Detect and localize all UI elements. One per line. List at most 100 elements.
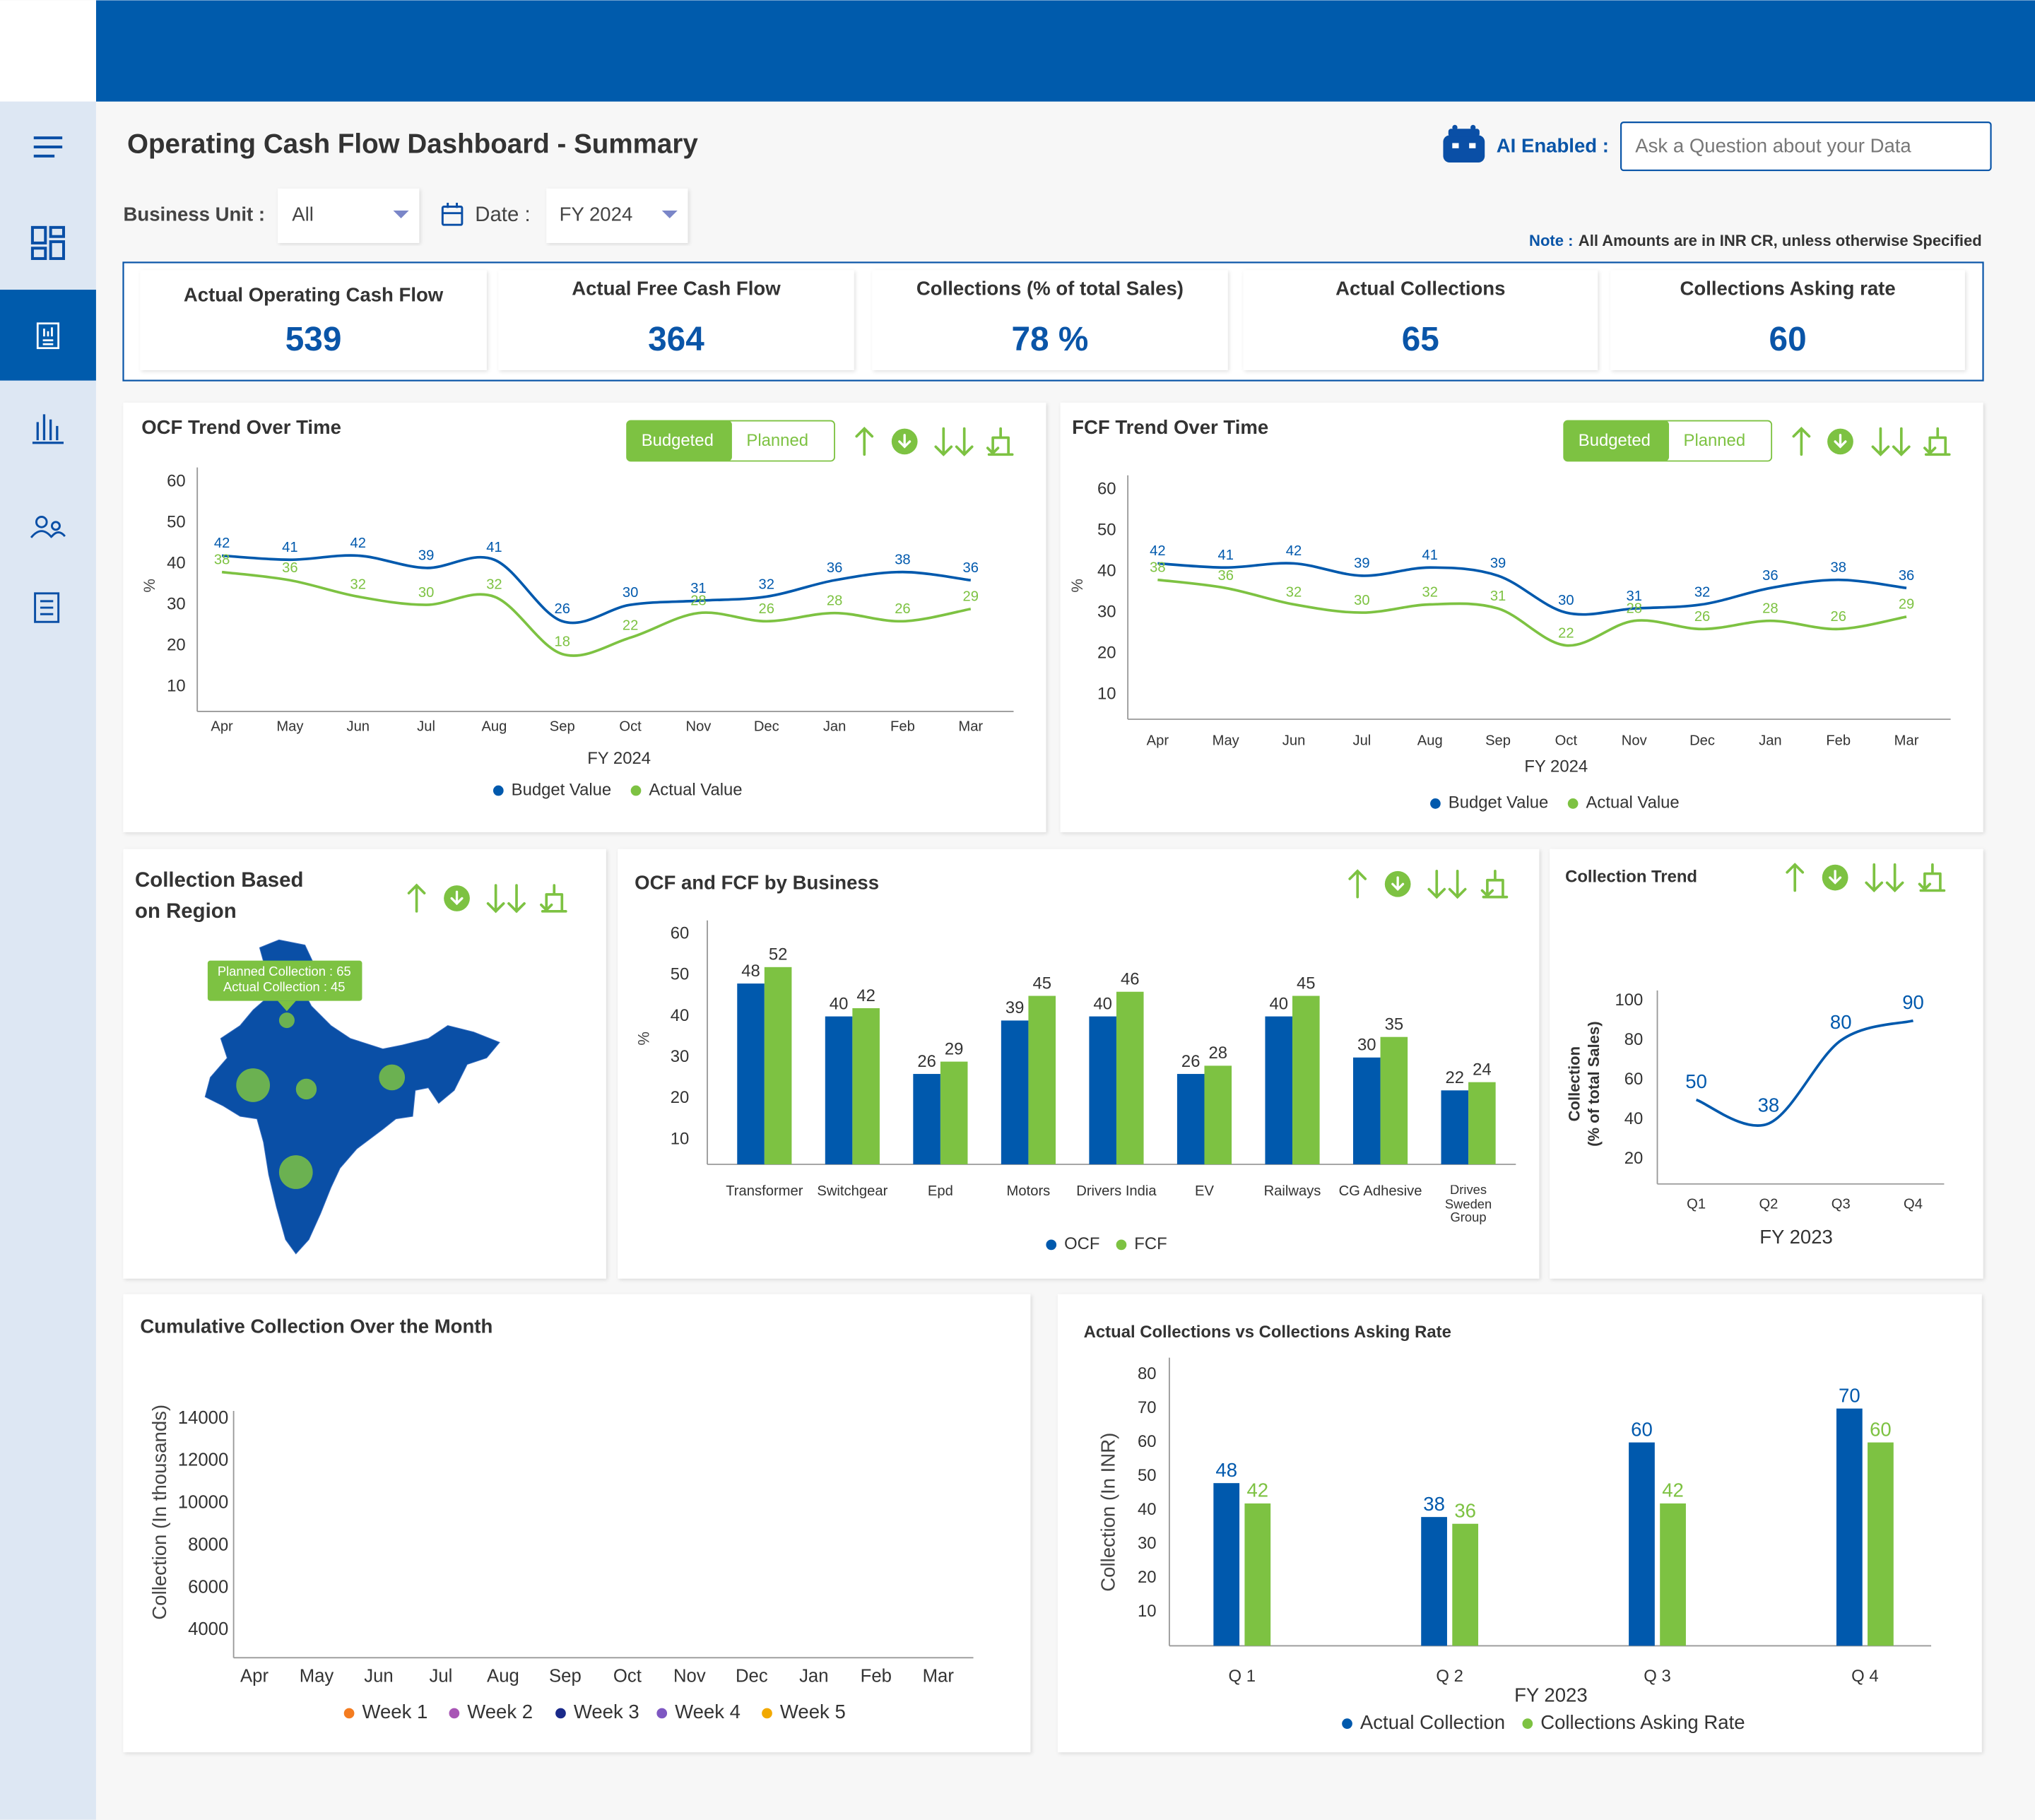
logo-area — [0, 0, 96, 102]
region-bubble[interactable] — [379, 1064, 406, 1091]
data-label: 45 — [1297, 974, 1316, 993]
bar[interactable] — [1452, 1523, 1479, 1646]
bar[interactable] — [913, 1074, 940, 1164]
bar[interactable] — [1292, 995, 1320, 1164]
legend-label[interactable]: Actual Value — [649, 780, 742, 799]
legend-swatch[interactable] — [656, 1708, 668, 1719]
legend-label[interactable]: Week 3 — [574, 1701, 639, 1722]
drill-up-icon[interactable] — [1792, 426, 1811, 456]
legend-label[interactable]: Budget Value — [1449, 793, 1549, 812]
data-label: 39 — [1005, 998, 1025, 1017]
bar[interactable] — [1380, 1036, 1408, 1164]
expand-all-icon[interactable] — [1865, 863, 1904, 893]
legend-label[interactable]: Week 2 — [467, 1701, 533, 1722]
dropdown-arrow[interactable] — [661, 211, 678, 219]
bar[interactable] — [1836, 1408, 1863, 1646]
expand-all-icon[interactable] — [1871, 427, 1911, 456]
region-bubble[interactable] — [278, 1155, 313, 1189]
bar[interactable] — [1441, 1090, 1469, 1164]
expand-all-icon[interactable] — [486, 884, 526, 914]
legend-swatch[interactable] — [1522, 1718, 1533, 1729]
data-label: 29 — [945, 1039, 964, 1058]
bar[interactable] — [737, 983, 765, 1164]
hierarchy-icon[interactable] — [1480, 870, 1509, 899]
bar[interactable] — [1001, 1020, 1029, 1164]
hierarchy-icon[interactable] — [986, 427, 1014, 456]
legend-label[interactable]: Week 4 — [675, 1701, 741, 1722]
bar-chart-icon[interactable] — [32, 414, 64, 444]
hierarchy-icon[interactable] — [540, 884, 567, 913]
legend-swatch[interactable] — [762, 1708, 772, 1719]
drill-up-icon[interactable] — [407, 883, 426, 913]
data-label: 38 — [895, 552, 910, 567]
page-title: Operating Cash Flow Dashboard - Summary — [127, 129, 698, 159]
legend-label[interactable]: Actual Collection — [1360, 1711, 1505, 1733]
hierarchy-icon[interactable] — [1923, 427, 1951, 456]
legend-label[interactable]: OCF — [1064, 1234, 1099, 1253]
legend-swatch[interactable] — [492, 785, 504, 796]
legend-label[interactable]: Budget Value — [512, 780, 612, 799]
bar[interactable] — [1116, 991, 1144, 1164]
legend-swatch[interactable] — [555, 1708, 566, 1719]
legend-swatch[interactable] — [1430, 798, 1441, 809]
bar[interactable] — [1468, 1082, 1496, 1164]
legend-swatch[interactable] — [1567, 798, 1579, 809]
dropdown-arrow[interactable] — [393, 211, 409, 219]
bar[interactable] — [1421, 1517, 1447, 1646]
bar[interactable] — [852, 1008, 880, 1164]
legend-label[interactable]: FCF — [1134, 1234, 1167, 1253]
dropdown-value[interactable]: All — [292, 203, 314, 225]
data-label: 42 — [1286, 543, 1302, 559]
legend-swatch[interactable] — [343, 1708, 355, 1719]
search-box[interactable] — [1620, 121, 1992, 172]
bar[interactable] — [1352, 1057, 1381, 1164]
bar[interactable] — [1660, 1503, 1686, 1646]
expand-all-icon[interactable] — [1427, 870, 1467, 899]
drill-up-icon[interactable] — [855, 426, 874, 456]
region-bubble[interactable] — [236, 1068, 271, 1102]
bar[interactable] — [940, 1061, 968, 1164]
dropdown[interactable] — [278, 188, 420, 243]
drill-up-icon[interactable] — [1786, 863, 1805, 892]
data-label: 30 — [623, 585, 638, 601]
bar[interactable] — [1213, 1483, 1240, 1646]
legend-swatch[interactable] — [449, 1708, 460, 1719]
legend-swatch[interactable] — [1342, 1718, 1352, 1729]
users-icon[interactable] — [30, 515, 66, 538]
bar[interactable] — [1176, 1074, 1205, 1164]
bar[interactable] — [1629, 1442, 1655, 1646]
bar[interactable] — [1028, 995, 1056, 1164]
legend-swatch[interactable] — [1046, 1239, 1057, 1251]
legend-swatch[interactable] — [630, 785, 642, 796]
legend-label[interactable]: Week 1 — [362, 1701, 427, 1722]
x-tick-label: Q 2 — [1436, 1667, 1463, 1686]
drill-up-icon[interactable] — [1348, 869, 1367, 899]
bar[interactable] — [1244, 1503, 1271, 1646]
kpi-value: 78 % — [1011, 321, 1088, 358]
legend-label[interactable]: Week 5 — [780, 1701, 846, 1722]
report-icon[interactable] — [36, 322, 60, 350]
hierarchy-icon[interactable] — [1918, 863, 1946, 892]
dropdown[interactable] — [546, 188, 688, 243]
document-icon[interactable] — [34, 592, 60, 623]
region-bubble[interactable] — [295, 1078, 317, 1100]
region-bubble[interactable] — [278, 1012, 295, 1029]
menu-icon[interactable] — [33, 136, 63, 158]
legend-swatch[interactable] — [1116, 1239, 1127, 1251]
bar[interactable] — [1089, 1016, 1116, 1164]
data-label: 60 — [1870, 1418, 1892, 1440]
bar[interactable] — [764, 967, 792, 1164]
legend-label[interactable]: Collections Asking Rate — [1540, 1711, 1745, 1733]
bar[interactable] — [825, 1016, 853, 1164]
bar[interactable] — [1868, 1442, 1894, 1646]
expand-all-icon[interactable] — [934, 427, 974, 456]
toggle-active[interactable] — [627, 420, 732, 461]
bar[interactable] — [1204, 1065, 1232, 1164]
legend-label[interactable]: Actual Value — [1586, 793, 1679, 812]
dropdown-value[interactable]: FY 2024 — [560, 203, 633, 225]
toggle-active[interactable] — [1564, 420, 1670, 461]
search-placeholder[interactable]: Ask a Question about your Data — [1635, 134, 1911, 156]
bar[interactable] — [1265, 1016, 1293, 1164]
y-tick-label: 20 — [1624, 1149, 1644, 1168]
dashboard-icon[interactable] — [30, 225, 66, 260]
